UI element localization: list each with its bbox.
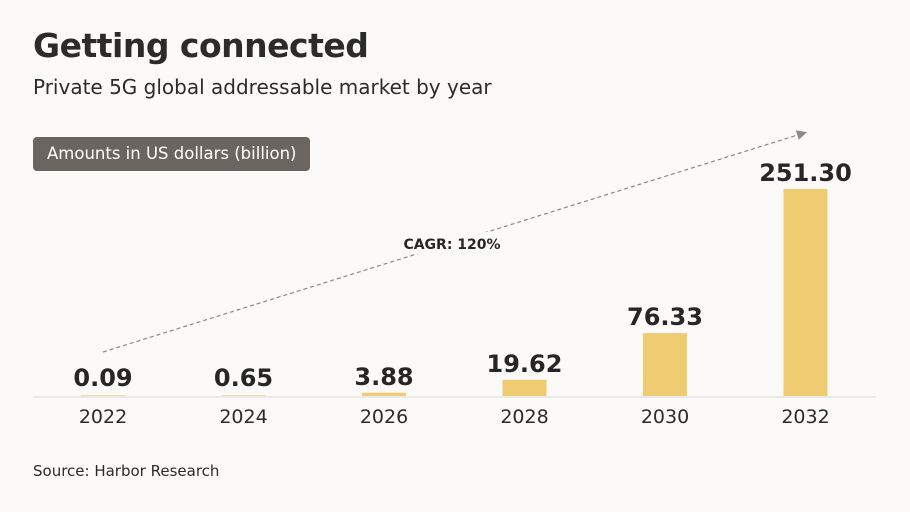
- chart-subtitle: Private 5G global addressable market by …: [33, 75, 492, 99]
- bar-2026: [362, 392, 406, 396]
- value-label-2030: 76.33: [627, 303, 703, 331]
- x-tick-label-2026: 2026: [360, 406, 408, 428]
- cagr-label-bg: [395, 232, 510, 254]
- value-label-2024: 0.65: [214, 364, 273, 392]
- bar-2032: [783, 189, 828, 396]
- bar-2024: [221, 395, 266, 396]
- source-note: Source: Harbor Research: [33, 462, 220, 480]
- value-label-2022: 0.09: [73, 364, 132, 392]
- bar-2022: [81, 395, 125, 396]
- bar-2030: [643, 333, 687, 396]
- x-tick-label-2030: 2030: [641, 406, 689, 428]
- value-label-2032: 251.30: [759, 159, 852, 187]
- unit-badge: Amounts in US dollars (billion): [33, 137, 311, 171]
- value-label-2028: 19.62: [487, 350, 563, 378]
- chart-title: Getting connected: [33, 26, 369, 65]
- x-tick-label-2022: 2022: [79, 406, 127, 428]
- bar-2028: [502, 379, 547, 396]
- cagr-label: CAGR: 120%: [403, 237, 500, 253]
- value-label-2026: 3.88: [354, 363, 413, 391]
- x-tick-label-2032: 2032: [781, 406, 829, 428]
- x-tick-label-2028: 2028: [500, 406, 548, 428]
- x-tick-label-2024: 2024: [219, 406, 267, 428]
